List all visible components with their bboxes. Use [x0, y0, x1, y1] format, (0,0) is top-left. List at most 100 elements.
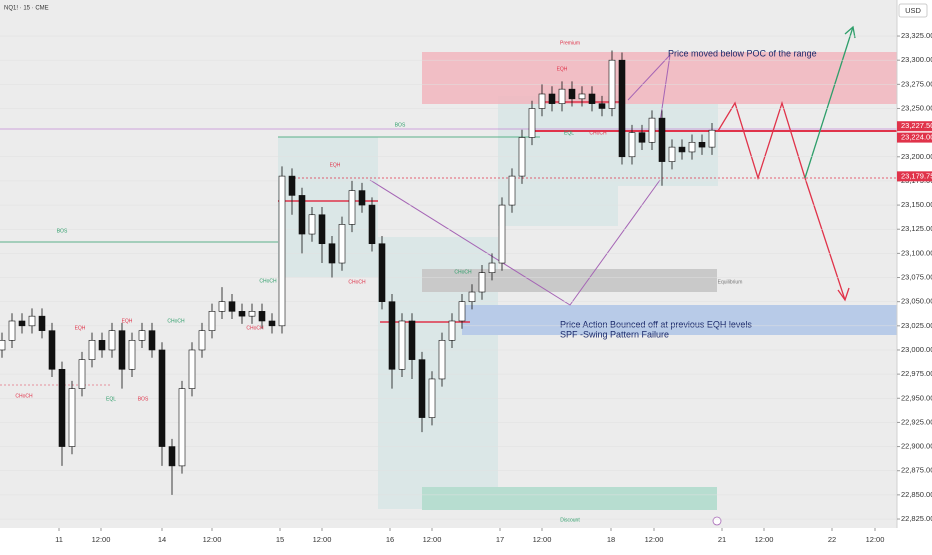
x-tick-label: 16 — [386, 535, 394, 544]
y-tick-label: 23,325.00 — [901, 31, 932, 40]
candle-body — [618, 59, 626, 158]
candle-body — [78, 359, 86, 389]
x-tick-label: 12:00 — [92, 535, 111, 544]
annotation: EQH — [122, 318, 133, 324]
y-tick-label: 23,300.00 — [901, 55, 932, 64]
projection-bull — [804, 26, 854, 179]
candle-body — [98, 340, 106, 351]
candle-body — [208, 311, 216, 331]
candle-body — [268, 320, 276, 327]
annotation: Discount — [560, 517, 580, 523]
y-tick-label: 23,075.00 — [901, 273, 932, 282]
candle-body — [328, 243, 336, 264]
candle-body — [648, 117, 656, 143]
candle-body — [368, 204, 376, 245]
y-tick-label: 23,275.00 — [901, 79, 932, 88]
y-tick-label: 23,200.00 — [901, 152, 932, 161]
y-tick-label: 22,975.00 — [901, 369, 932, 378]
candle-body — [398, 320, 406, 370]
x-tick-label: 11 — [55, 535, 63, 544]
candle-body — [198, 330, 206, 351]
y-tick-label: 22,850.00 — [901, 490, 932, 499]
candle-body — [528, 108, 536, 138]
currency: USD — [905, 6, 921, 15]
annotation: CHoCH — [454, 269, 472, 275]
annotation: CHoCH — [348, 279, 366, 285]
chart-title: NQ1! · 15 · CME — [4, 6, 49, 12]
annotation: EQL — [564, 130, 574, 136]
event-icon[interactable] — [712, 516, 722, 526]
candle-body — [668, 146, 676, 162]
x-tick-label: 22 — [828, 535, 836, 544]
candle-body — [478, 272, 486, 293]
candle-body — [258, 311, 266, 322]
candle-body — [128, 340, 136, 370]
currency-box — [898, 3, 928, 18]
candle-body — [218, 301, 226, 312]
annotation: CHoCH — [589, 130, 607, 136]
candle-body — [0, 340, 6, 351]
x-tick-label: 12:00 — [423, 535, 442, 544]
x-tick-label: 15 — [276, 535, 284, 544]
candle-body — [338, 224, 346, 264]
y-tick-label: 23,125.00 — [901, 224, 932, 233]
candle-body — [638, 132, 646, 143]
candle-body — [238, 311, 246, 317]
projection-bear — [717, 100, 846, 301]
candle-body — [488, 262, 496, 273]
annotation: EQH — [330, 162, 341, 168]
candle-body — [158, 349, 166, 447]
candle-body — [308, 214, 316, 235]
annotation: EQH — [557, 66, 568, 72]
y-tick-label: 22,925.00 — [901, 417, 932, 426]
candle-body — [108, 330, 116, 351]
x-tick-label: 12:00 — [203, 535, 222, 544]
equilibrium-zone — [422, 269, 717, 292]
x-tick-label: 21 — [718, 535, 726, 544]
candle-body — [628, 132, 636, 158]
candle-body — [698, 141, 706, 148]
premium-zone — [422, 52, 897, 104]
candle-body — [498, 204, 506, 264]
annotation: CHoCH — [167, 318, 185, 324]
candle-body — [518, 137, 526, 177]
candle-body — [88, 340, 96, 360]
candle-body — [348, 190, 356, 225]
x-tick-label: 12:00 — [866, 535, 885, 544]
price-label-box — [897, 121, 932, 132]
candle-body — [168, 446, 176, 467]
candle-body — [318, 214, 326, 245]
note: Price moved below POC of the range — [668, 48, 817, 58]
annotation: CHoCH — [246, 325, 264, 331]
candle-body — [28, 315, 36, 327]
note: Price Action Bounced off at previous EQH… — [560, 319, 752, 329]
candle-body — [468, 291, 476, 302]
candle-body — [378, 243, 386, 302]
candle-body — [408, 320, 416, 360]
candle-body — [178, 388, 186, 467]
candle-body — [428, 378, 436, 418]
candle-body — [148, 330, 156, 351]
candle-body — [578, 93, 586, 100]
x-tick-label: 14 — [158, 535, 166, 544]
candle-body — [388, 301, 396, 370]
candle-body — [418, 359, 426, 418]
y-tick-label: 23,150.00 — [901, 200, 932, 209]
candle-body — [688, 141, 696, 153]
candle-body — [68, 388, 76, 447]
candle-body — [248, 311, 256, 317]
y-tick-label: 23,025.00 — [901, 321, 932, 330]
y-tick-label: 22,875.00 — [901, 466, 932, 475]
candle-body — [458, 301, 466, 322]
annotation: BOS — [395, 122, 406, 128]
x-tick-label: 12:00 — [755, 535, 774, 544]
y-tick-label: 22,900.00 — [901, 442, 932, 451]
discount-zone — [422, 487, 717, 510]
candle-body — [558, 88, 566, 104]
annotation: BOS — [138, 396, 149, 402]
y-tick-label: 23,250.00 — [901, 103, 932, 112]
candle-body — [138, 330, 146, 341]
note: SPF -Swing Pattern Failure — [560, 329, 669, 339]
candle-body — [38, 315, 46, 331]
candle-body — [568, 88, 576, 100]
